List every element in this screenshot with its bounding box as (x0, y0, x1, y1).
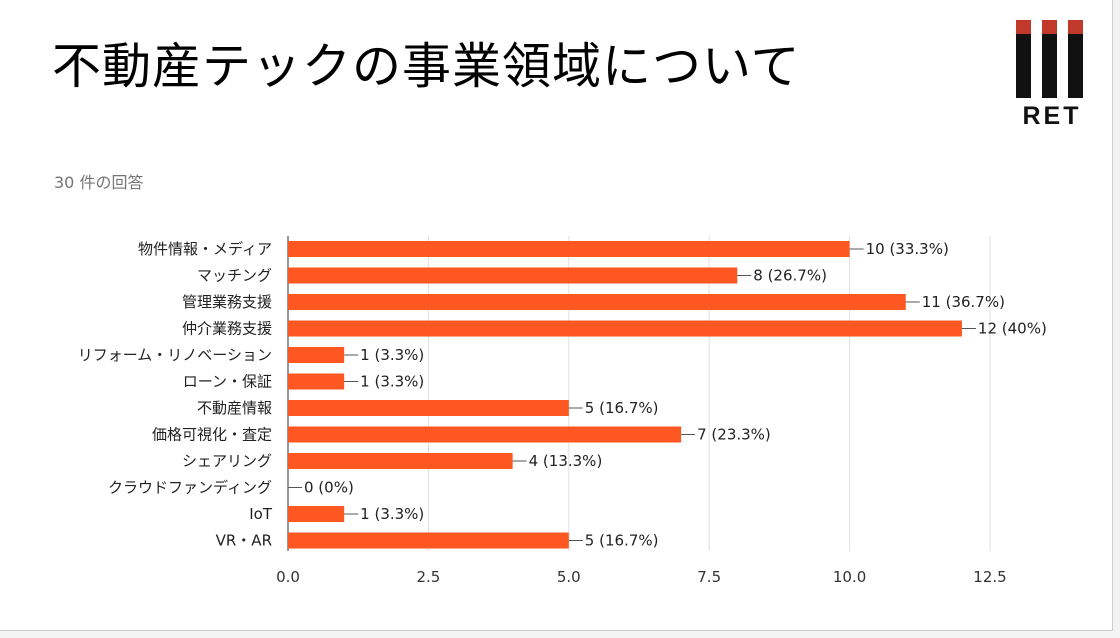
bar (288, 426, 682, 443)
category-label: 仲介業務支援 (182, 320, 272, 338)
logo-bars-icon (1016, 20, 1083, 98)
bar (288, 506, 345, 522)
bar (288, 241, 850, 257)
logo-bar-top-2 (1042, 20, 1057, 34)
logo-bar-3 (1068, 34, 1083, 98)
category-label: IoT (249, 505, 273, 523)
logo-bar-top-1 (1016, 20, 1031, 34)
data-label: 1 (3.3%) (360, 373, 424, 391)
x-tick-label: 0.0 (276, 568, 300, 586)
data-label: 5 (16.7%) (585, 532, 659, 550)
category-label: リフォーム・リノベーション (78, 346, 272, 364)
bar (288, 267, 738, 284)
data-label: 1 (3.3%) (360, 505, 424, 523)
logo-text: RET (1022, 102, 1082, 130)
bar (288, 294, 906, 310)
x-tick-label: 7.5 (697, 568, 721, 586)
x-tick-label: 5.0 (557, 568, 581, 586)
category-label: 管理業務支援 (182, 293, 272, 311)
data-label: 0 (0%) (304, 479, 354, 497)
data-label: 5 (16.7%) (585, 399, 659, 417)
data-label: 11 (36.7%) (922, 293, 1005, 311)
data-label: 12 (40%) (978, 320, 1047, 338)
response-count: 30 件の回答 (54, 173, 144, 192)
x-tick-label: 10.0 (833, 568, 866, 586)
data-label: 7 (23.3%) (697, 426, 771, 444)
data-label: 4 (13.3%) (529, 452, 603, 470)
bar (288, 320, 962, 337)
category-label: 不動産情報 (197, 399, 272, 417)
bar (288, 347, 345, 363)
logo-bar-top-3 (1068, 20, 1083, 34)
x-tick-label: 12.5 (973, 568, 1006, 586)
category-label: VR・AR (216, 532, 272, 550)
bar (288, 373, 345, 390)
category-label: クラウドファンディング (108, 479, 272, 497)
x-tick-label: 2.5 (416, 568, 440, 586)
bar (288, 532, 569, 549)
slide-title: 不動産テックの事業領域について (52, 38, 801, 95)
bar (288, 453, 513, 469)
category-label: マッチング (197, 267, 272, 285)
category-label: シェアリング (182, 452, 272, 470)
category-label: 物件情報・メディア (138, 240, 272, 258)
data-label: 10 (33.3%) (866, 240, 949, 258)
bar (288, 400, 569, 416)
category-label: ローン・保証 (183, 373, 272, 391)
data-label: 8 (26.7%) (753, 267, 827, 285)
data-label: 1 (3.3%) (360, 346, 424, 364)
category-label: 価格可視化・査定 (152, 426, 272, 444)
logo-bar-1 (1016, 34, 1031, 98)
logo-bar-2 (1042, 34, 1057, 98)
ret-logo: RET (1016, 20, 1090, 130)
